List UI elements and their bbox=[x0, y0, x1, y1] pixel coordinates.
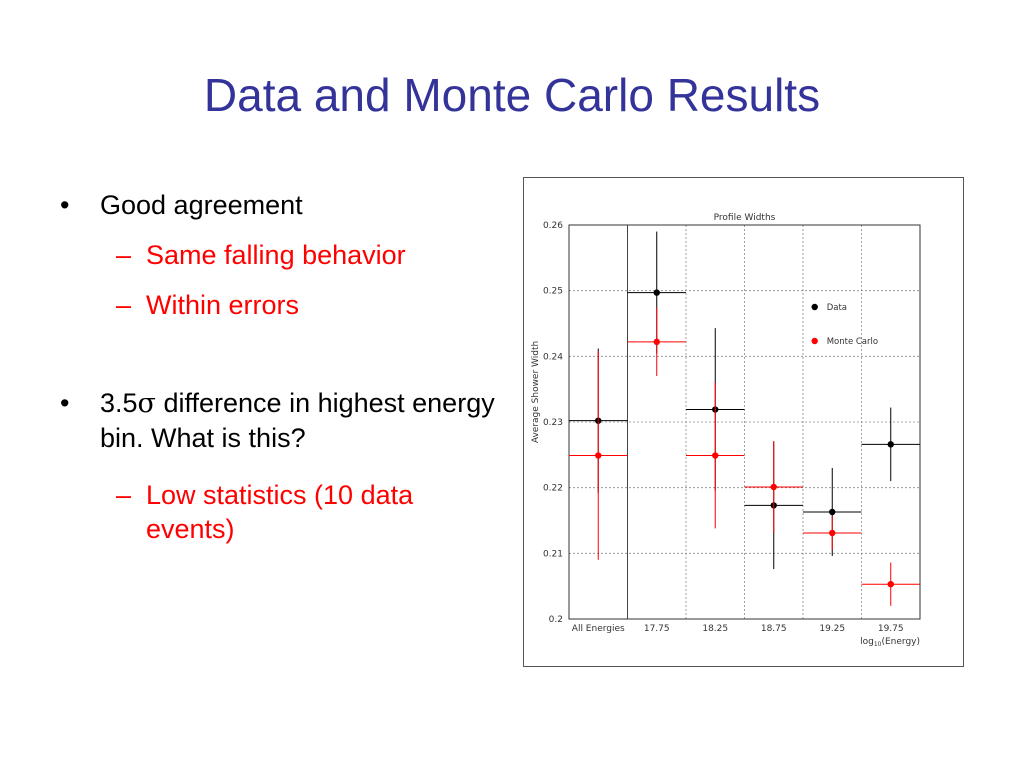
data-point bbox=[829, 508, 836, 516]
sub-bullet-text: Within errors bbox=[146, 290, 300, 320]
chart-title: Profile Widths bbox=[714, 213, 776, 223]
sub-bullet-dash: – bbox=[116, 240, 132, 270]
sub-bullet-text: Same falling behavior bbox=[146, 240, 406, 270]
x-tick-label: 17.75 bbox=[644, 624, 670, 634]
x-axis-label-main: log bbox=[860, 637, 874, 647]
data-point bbox=[712, 452, 719, 459]
data-point bbox=[653, 338, 660, 346]
bullet-dot: • bbox=[60, 388, 70, 418]
bullet-text-suffix: difference in highest energy bin. What i… bbox=[100, 388, 495, 453]
data-point bbox=[595, 452, 602, 459]
y-tick-label: 0.24 bbox=[543, 352, 563, 362]
data-point bbox=[653, 289, 660, 296]
legend-label: Monte Carlo bbox=[827, 337, 878, 347]
y-tick-label: 0.2 bbox=[549, 615, 563, 625]
x-tick-label: 19.75 bbox=[878, 624, 904, 634]
y-tick-label: 0.25 bbox=[543, 287, 563, 297]
x-tick-label: 18.25 bbox=[702, 624, 728, 634]
sub-bullet-text: Low statistics (10 data events) bbox=[146, 480, 414, 544]
bullet-text-prefix: 3.5 bbox=[100, 388, 138, 418]
sigma-symbol: σ bbox=[137, 388, 156, 419]
y-tick-label: 0.21 bbox=[543, 549, 563, 559]
y-tick-label: 0.26 bbox=[543, 221, 563, 231]
legend-label: Data bbox=[827, 303, 847, 313]
x-axis-label-subscript: 10 bbox=[874, 641, 882, 648]
bullet-text: 3.5σ difference in highest energy bin. W… bbox=[100, 386, 500, 455]
sub-bullet-dash: – bbox=[116, 290, 132, 320]
sub-bullet-dash: – bbox=[116, 480, 132, 510]
slide-title: Data and Monte Carlo Results bbox=[203, 69, 821, 121]
bullet-text: Good agreement bbox=[100, 190, 303, 220]
data-point bbox=[829, 529, 836, 537]
data-point bbox=[887, 580, 894, 588]
plot-frame bbox=[568, 224, 921, 620]
profile-widths-chart: 0.2 0.21 0.22 0.23 0.24 0.25 0.26 Profile Width… bbox=[523, 177, 964, 667]
chart-svg: 0.2 0.21 0.22 0.23 0.24 0.25 0.26 Profile Width… bbox=[531, 213, 921, 648]
y-tick-label: 0.23 bbox=[543, 418, 563, 428]
y-axis-label: Average Shower Width bbox=[531, 341, 541, 443]
x-tick-label: 19.25 bbox=[819, 624, 845, 634]
data-point bbox=[770, 483, 777, 491]
y-tick-label: 0.22 bbox=[543, 484, 563, 494]
x-tick-label: 18.75 bbox=[761, 624, 787, 634]
legend-marker bbox=[811, 303, 818, 311]
x-axis-label: log10(Energy) bbox=[860, 637, 920, 648]
data-point bbox=[887, 441, 894, 448]
x-axis-label-suffix: (Energy) bbox=[881, 637, 920, 647]
bullet-dot: • bbox=[60, 190, 70, 220]
legend-marker bbox=[811, 337, 818, 345]
x-tick-label: All Energies bbox=[572, 624, 625, 634]
